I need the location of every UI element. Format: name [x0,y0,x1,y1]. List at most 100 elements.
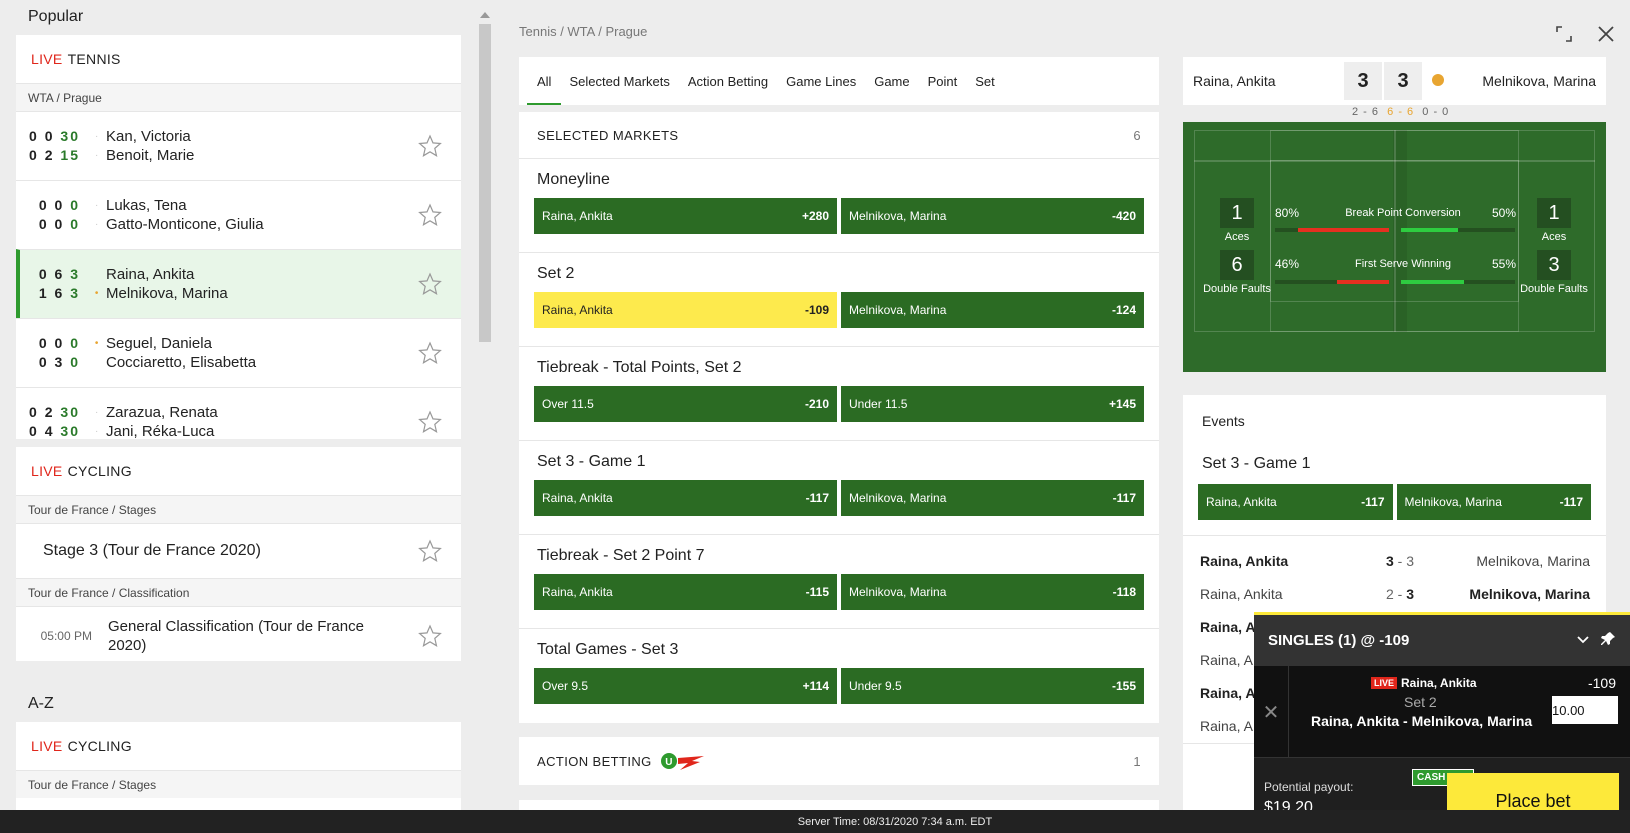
action-betting-logo-icon: U [660,753,704,770]
odds-button[interactable]: Raina, Ankita -115 [534,574,837,610]
league-header: Tour de France / Classification [16,578,461,606]
odds-button[interactable]: Raina, Ankita -117 [534,480,837,516]
payout-label: Potential payout: [1264,780,1354,794]
court-stats: 1 Aces 6 Double Faults 1 Aces 3 Double F… [1183,122,1606,372]
odds-button[interactable]: Raina, Ankita -109 [534,292,837,328]
event-row: Raina, A [1200,617,1590,637]
star-icon[interactable] [417,410,443,434]
tab-point[interactable]: Point [927,73,958,89]
points-score: 0 [70,197,80,213]
games-score: 0 [54,216,65,232]
bpc-left-pct: 80% [1275,206,1300,220]
odds-button[interactable]: Melnikova, Marina -124 [841,292,1144,328]
tab-selected-markets[interactable]: Selected Markets [569,73,670,89]
list-item[interactable]: Stage 3 (Tour de France 2020) [16,523,461,578]
event-score2: 3 [1406,553,1415,569]
tab-all[interactable]: All [526,57,563,105]
selection-name: Over 9.5 [542,679,589,693]
star-icon[interactable] [417,341,443,365]
bet-market: Set 2 [1404,694,1437,710]
event-time: 05:00 PM [40,628,92,643]
match-row[interactable]: 0 6 3 1 6 3 • Raina, Ankita Melnikova, Mar… [16,249,461,318]
odds-button[interactable]: Over 11.5 -210 [534,386,837,422]
event-player1: Raina, Ankita [1200,586,1283,602]
games-score: 0 [38,216,49,232]
match-scores: 0 0 30 0 2 15 [16,127,92,165]
set2-score: 6 - 6 [1387,106,1415,118]
star-icon[interactable] [417,203,443,227]
odds-button[interactable]: Melnikova, Marina -117 [1396,484,1591,520]
games-score: 0 [54,335,65,351]
event-row: Raina, Ankita 3 - 3 Melnikova, Marina [1200,553,1590,569]
odds-value: -210 [804,397,829,411]
market-title: Tiebreak - Set 2 Point 7 [537,547,705,564]
odds-button[interactable]: Under 9.5 -155 [841,668,1144,704]
event-player2: Melnikova, Marina [1469,586,1590,602]
match-row[interactable]: 0 0 30 0 2 15 · · Kan, Victoria Benoit, Mar… [16,111,461,180]
odds-button[interactable]: Under 11.5 +145 [841,386,1144,422]
aces-label: Aces [1224,231,1250,243]
match-scores: 0 6 3 1 6 3 [20,265,92,303]
market-title: Tiebreak - Total Points, Set 2 [537,359,742,376]
betslip-header[interactable]: SINGLES (1) @ -109 [1254,615,1630,666]
selection-name: Melnikova, Marina [849,209,947,223]
player1-games: 3 [1344,62,1382,100]
cycling-header[interactable]: LIVE CYCLING [16,722,461,770]
odds-value: +280 [801,209,829,223]
odds-button[interactable]: Melnikova, Marina -117 [841,480,1144,516]
player1-name: Lukas, Tena [106,197,187,214]
selection-name: Over 11.5 [542,397,594,411]
market-tabs: All Selected Markets Action Betting Game… [519,57,1159,105]
market: Total Games - Set 3 Over 9.5 +114 Under 9.5… [519,629,1159,723]
selection-name: Raina, Ankita [542,209,613,223]
star-icon[interactable] [417,539,443,563]
tab-set[interactable]: Set [975,73,995,89]
star-icon[interactable] [417,134,443,158]
league-header: WTA / Prague [16,83,461,111]
odds-button[interactable]: Melnikova, Marina -420 [841,198,1144,234]
scroll-up-icon[interactable] [480,12,490,18]
close-icon[interactable] [1596,24,1616,44]
market-title: Set 3 - Game 1 [537,453,646,470]
pin-icon[interactable] [1600,631,1616,647]
stake-input[interactable] [1552,696,1618,724]
match-row[interactable]: 0 2 30 0 4 30 · · Zarazua, Renata Jani, Rék… [16,387,461,456]
scrollbar[interactable] [479,24,491,342]
event-score1: 2 [1385,586,1394,602]
odds-button[interactable]: Over 9.5 +114 [534,668,837,704]
games-score: 0 [38,197,49,213]
list-item[interactable]: 05:00 PM General Classification (Tour de… [16,606,461,664]
points-score: 30 [60,404,80,420]
cycling-header[interactable]: LIVE CYCLING [16,447,461,495]
az-heading: A-Z [28,695,54,712]
tab-game-lines[interactable]: Game Lines [786,73,857,89]
scoreboard: Raina, Ankita 3 3 Melnikova, Marina [1183,57,1606,105]
odds-button[interactable]: Raina, Ankita +280 [534,198,837,234]
event-player2: Melnikova, Marina [1476,553,1590,569]
server-time: Server Time: 08/31/2020 7:34 a.m. EDT [0,810,1630,833]
star-icon[interactable] [417,623,443,648]
odds-button[interactable]: Raina, Ankita -117 [1198,484,1393,520]
set3-score: 0 - 0 [1422,106,1450,118]
action-betting-header[interactable]: ACTION BETTING U 1 [519,737,1159,785]
odds-value: -117 [1361,495,1385,509]
selected-markets-header[interactable]: SELECTED MARKETS 6 [519,112,1159,159]
serve-indicator-icon: • [94,288,102,299]
chevron-down-icon[interactable] [1576,633,1590,647]
odds-button[interactable]: Melnikova, Marina -118 [841,574,1144,610]
player2-name: Melnikova, Marina [1482,73,1596,89]
games-score: 0 [38,266,49,282]
remove-bet-icon[interactable]: ✕ [1254,666,1289,758]
games-score: 3 [54,354,65,370]
games-score: 0 [29,147,39,163]
tab-action-betting[interactable]: Action Betting [687,73,769,89]
tab-game[interactable]: Game [874,73,910,89]
event-row: Raina, Ankita 2 - 3 Melnikova, Marina [1200,586,1590,602]
points-score: 0 [70,354,80,370]
star-icon[interactable] [417,272,443,296]
tennis-header[interactable]: LIVE TENNIS [16,35,461,83]
expand-icon[interactable] [1554,24,1574,44]
popular-heading: Popular [28,8,84,25]
